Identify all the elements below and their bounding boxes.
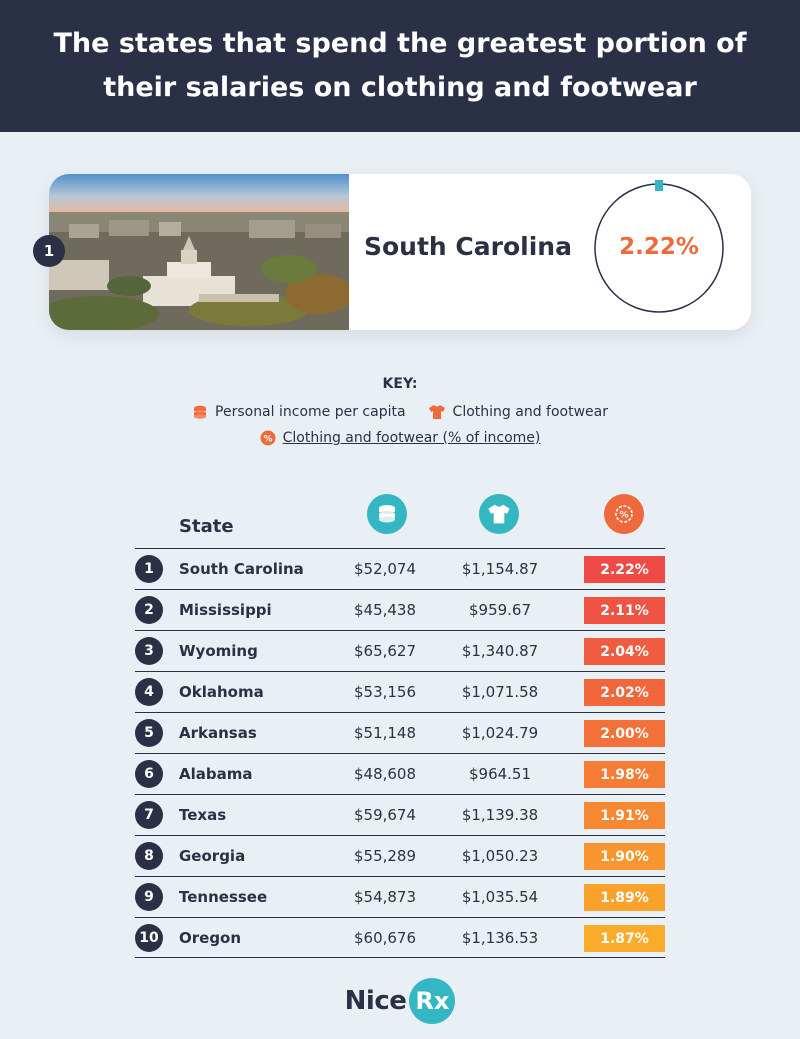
state-name: Oklahoma bbox=[179, 683, 264, 701]
table-row: 4 Oklahoma $53,156 $1,071.58 2.02% bbox=[135, 671, 665, 712]
key-item-income: Personal income per capita bbox=[192, 404, 406, 420]
percent-value: 2.11% bbox=[584, 597, 665, 624]
logo-badge: Rx bbox=[409, 978, 456, 1024]
state-name: Texas bbox=[179, 806, 227, 824]
header-banner: The states that spend the greatest porti… bbox=[0, 0, 800, 132]
column-header-income bbox=[367, 494, 407, 534]
key-income-label: Personal income per capita bbox=[215, 404, 406, 420]
table-row: 10 Oregon $60,676 $1,136.53 1.87% bbox=[135, 917, 665, 958]
svg-text:%: % bbox=[263, 435, 272, 445]
clothing-value: $1,139.38 bbox=[461, 806, 539, 824]
percent-value: 2.04% bbox=[584, 638, 665, 665]
percent-icon: % bbox=[260, 430, 276, 446]
feature-rank-badge: 1 bbox=[33, 235, 65, 267]
percent-value: 1.89% bbox=[584, 884, 665, 911]
table-row: 5 Arkansas $51,148 $1,024.79 2.00% bbox=[135, 712, 665, 753]
page-title: The states that spend the greatest porti… bbox=[53, 28, 747, 103]
key-percent-label: Clothing and footwear (% of income) bbox=[282, 430, 541, 446]
state-name: Wyoming bbox=[179, 642, 258, 660]
state-name: Georgia bbox=[179, 847, 246, 865]
key-title: KEY: bbox=[382, 376, 418, 392]
coins-icon bbox=[194, 405, 207, 419]
clothing-value: $1,050.23 bbox=[461, 847, 539, 865]
clothing-value: $1,154.87 bbox=[461, 560, 539, 578]
logo-text: Nice bbox=[344, 986, 407, 1016]
percent-value: 1.90% bbox=[584, 843, 665, 870]
clothing-value: $1,136.53 bbox=[461, 929, 539, 947]
percent-icon: % bbox=[615, 505, 633, 523]
clothing-value: $1,340.87 bbox=[461, 642, 539, 660]
income-value: $54,873 bbox=[353, 888, 417, 906]
clothing-value: $959.67 bbox=[468, 601, 532, 619]
rank-badge: 3 bbox=[135, 637, 163, 665]
state-name: South Carolina bbox=[179, 560, 304, 578]
ranking-table: 1 South Carolina $52,074 $1,154.87 2.22% 2 Mis… bbox=[135, 548, 665, 958]
percent-value: 1.91% bbox=[584, 802, 665, 829]
percent-value: 1.87% bbox=[584, 925, 665, 952]
column-header-state: State bbox=[179, 516, 234, 537]
tshirt-icon bbox=[488, 504, 510, 524]
rank-badge: 6 bbox=[135, 760, 163, 788]
nicerx-logo: Nice Rx bbox=[0, 978, 800, 1024]
column-header-clothing bbox=[479, 494, 519, 534]
feature-card: South Carolina 2.22% bbox=[49, 174, 751, 330]
income-value: $52,074 bbox=[353, 560, 417, 578]
rank-badge: 10 bbox=[135, 924, 163, 952]
income-value: $48,608 bbox=[353, 765, 417, 783]
state-capitol-photo bbox=[49, 174, 349, 330]
feature-state-name: South Carolina bbox=[364, 232, 572, 261]
legend-key: KEY: Personal income per capita Clothing… bbox=[0, 376, 800, 456]
rank-badge: 9 bbox=[135, 883, 163, 911]
income-value: $51,148 bbox=[353, 724, 417, 742]
table-row: 9 Tennessee $54,873 $1,035.54 1.89% bbox=[135, 876, 665, 917]
rank-badge: 4 bbox=[135, 678, 163, 706]
percent-value: 2.22% bbox=[584, 556, 665, 583]
state-name: Alabama bbox=[179, 765, 253, 783]
income-value: $53,156 bbox=[353, 683, 417, 701]
percent-ring bbox=[594, 180, 724, 313]
clothing-value: $1,071.58 bbox=[461, 683, 539, 701]
state-name: Tennessee bbox=[179, 888, 268, 906]
column-header-percent: % bbox=[604, 494, 644, 534]
key-item-clothing: Clothing and footwear bbox=[428, 404, 608, 420]
income-value: $65,627 bbox=[353, 642, 417, 660]
clothing-value: $1,024.79 bbox=[461, 724, 539, 742]
feature-percent: 2.22% bbox=[619, 234, 699, 260]
income-value: $60,676 bbox=[353, 929, 417, 947]
key-clothing-label: Clothing and footwear bbox=[452, 404, 608, 420]
rank-badge: 2 bbox=[135, 596, 163, 624]
percent-value: 2.00% bbox=[584, 720, 665, 747]
rank-badge: 1 bbox=[135, 555, 163, 583]
rank-badge: 5 bbox=[135, 719, 163, 747]
percent-value: 2.02% bbox=[584, 679, 665, 706]
coins-icon bbox=[379, 505, 395, 523]
state-name: Mississippi bbox=[179, 601, 272, 619]
rank-badge: 8 bbox=[135, 842, 163, 870]
table-row: 2 Mississippi $45,438 $959.67 2.11% bbox=[135, 589, 665, 630]
key-item-percent: % Clothing and footwear (% of income) bbox=[260, 430, 541, 446]
clothing-value: $1,035.54 bbox=[461, 888, 539, 906]
income-value: $45,438 bbox=[353, 601, 417, 619]
rank-badge: 7 bbox=[135, 801, 163, 829]
table-row: 8 Georgia $55,289 $1,050.23 1.90% bbox=[135, 835, 665, 876]
state-name: Oregon bbox=[179, 929, 242, 947]
percent-value: 1.98% bbox=[584, 761, 665, 788]
table-row: 6 Alabama $48,608 $964.51 1.98% bbox=[135, 753, 665, 794]
table-row: 1 South Carolina $52,074 $1,154.87 2.22% bbox=[135, 548, 665, 589]
income-value: $55,289 bbox=[353, 847, 417, 865]
table-row: 3 Wyoming $65,627 $1,340.87 2.04% bbox=[135, 630, 665, 671]
state-name: Arkansas bbox=[179, 724, 257, 742]
table-row: 7 Texas $59,674 $1,139.38 1.91% bbox=[135, 794, 665, 835]
income-value: $59,674 bbox=[353, 806, 417, 824]
tshirt-icon bbox=[428, 405, 445, 419]
svg-text:%: % bbox=[619, 511, 628, 521]
clothing-value: $964.51 bbox=[468, 765, 532, 783]
ring-progress-marker bbox=[655, 180, 663, 191]
